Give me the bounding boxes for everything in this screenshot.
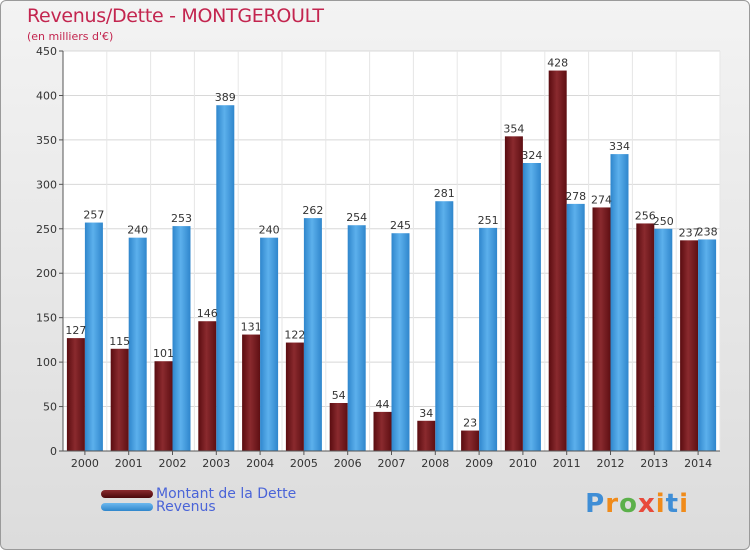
dette-bar [548,70,567,452]
dette-bar [417,420,436,451]
y-tick-label: 300 [36,178,57,191]
y-tick-label: 400 [36,89,57,102]
dette-bar [110,348,129,451]
legend-label-revenus: Revenus [156,499,216,515]
x-tick-label: 2009 [465,457,493,470]
revenus-bar [391,233,410,451]
revenus-value-label: 253 [171,212,192,225]
legend-swatch-revenus [101,503,153,511]
y-tick-label: 200 [36,267,57,280]
revenus-bar [698,239,717,451]
revenus-bar [522,163,541,451]
revenus-bar [435,201,454,451]
dette-bar [373,411,392,451]
dette-bar [242,334,261,451]
dette-value-label: 237 [679,226,700,239]
revenus-bar [347,225,366,451]
dette-value-label: 34 [419,407,433,420]
legend-label-dette: Montant de la Dette [156,486,297,502]
x-tick-label: 2014 [684,457,712,470]
dette-value-label: 354 [503,122,524,135]
dette-value-label: 127 [65,324,86,337]
x-tick-label: 2007 [378,457,406,470]
x-tick-label: 2001 [115,457,143,470]
revenus-bar [260,237,279,451]
dette-value-label: 101 [153,347,174,360]
revenus-value-label: 334 [609,140,630,153]
dette-value-label: 146 [197,307,218,320]
label-layer: 127 257 115 240 101 253 146 389 131 240 122 262 54 25… [65,57,717,430]
dette-value-label: 54 [332,389,346,402]
x-tick-label: 2011 [553,457,581,470]
revenus-bar [566,203,585,451]
revenus-bar [303,218,322,451]
dette-value-label: 428 [547,57,568,70]
chart-subtitle: (en milliers d'€) [27,30,114,43]
revenus-value-label: 262 [302,204,323,217]
revenus-value-label: 257 [83,209,104,222]
revenus-value-label: 238 [697,225,718,238]
dette-bar [198,321,217,451]
dette-bar [329,403,348,451]
y-tick-label: 100 [36,356,57,369]
revenus-value-label: 389 [215,91,236,104]
revenus-value-label: 281 [434,187,455,200]
dette-bar [285,342,304,451]
revenus-value-label: 278 [565,190,586,203]
x-tick-label: 2008 [421,457,449,470]
dette-value-label: 115 [109,335,130,348]
dette-value-label: 274 [591,193,612,206]
revenus-value-label: 324 [521,149,542,162]
legend-swatch-dette [101,490,153,498]
dette-bar [66,338,85,451]
revenus-value-label: 251 [478,214,499,227]
x-tick-label: 2012 [597,457,625,470]
x-tick-label: 2013 [640,457,668,470]
dette-value-label: 131 [241,321,262,334]
y-tick-label: 450 [36,45,57,58]
dette-value-label: 122 [284,329,305,342]
dette-bar [680,240,699,451]
dette-bar [154,361,173,451]
x-tick-label: 2002 [159,457,187,470]
revenus-bar [610,154,629,451]
y-tick-label: 0 [50,445,57,458]
revenus-bar [654,228,673,451]
y-tick-label: 50 [43,401,57,414]
x-tick-label: 2010 [509,457,537,470]
x-tick-label: 2005 [290,457,318,470]
bar-layer [66,70,717,452]
dette-value-label: 256 [635,209,656,222]
proxiti-logo: Proxiti [585,489,689,519]
x-tick-label: 2006 [334,457,362,470]
x-tick-label: 2004 [246,457,274,470]
y-tick-label: 250 [36,223,57,236]
dette-value-label: 44 [376,398,390,411]
x-tick-label: 2003 [202,457,230,470]
dette-bar [461,430,480,451]
revenus-bar [172,226,191,451]
revenus-value-label: 254 [346,211,367,224]
revenus-bar [128,237,147,451]
revenus-bar [84,222,103,451]
revenus-value-label: 240 [259,224,280,237]
axis-layer: 0 50 100 150 200 250 300 350 400 450 2000 2001 2002 2… [36,45,720,470]
chart-title: Revenus/Dette - MONTGEROULT [27,5,324,27]
dette-bar [636,223,655,451]
revenus-value-label: 240 [127,224,148,237]
dette-bar [592,207,611,451]
revenus-bar [216,105,235,451]
dette-value-label: 23 [463,417,477,430]
revenus-bar [479,227,498,451]
x-tick-label: 2000 [71,457,99,470]
dette-bar [504,136,523,452]
y-tick-label: 150 [36,312,57,325]
y-tick-label: 350 [36,134,57,147]
revenus-value-label: 245 [390,219,411,232]
revenus-value-label: 250 [653,215,674,228]
